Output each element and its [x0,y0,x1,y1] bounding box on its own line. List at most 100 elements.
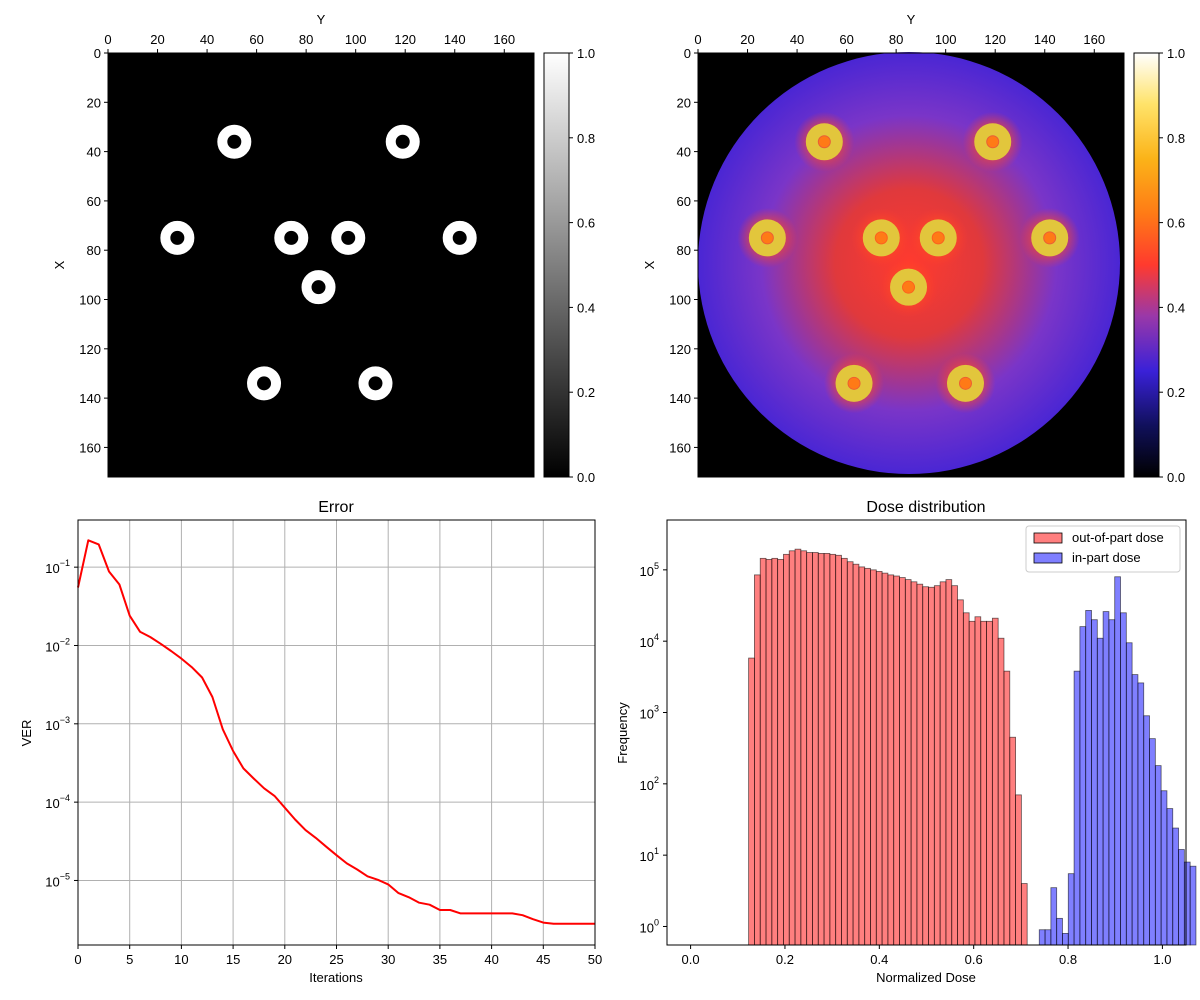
y-tick-label: 80 [87,243,101,258]
out-of-part-bar [945,579,953,946]
target-panel: 0 20 40 60 80 100 120 140 160 0 20 40 60 80 100 120 140… [52,12,595,485]
out-of-part-bar [777,559,784,946]
histogram-panel: 0.0 0.2 0.4 0.6 0.8 1.0 100 101 102 103 104 105 Do… [615,499,1197,985]
target-y-axis-label: X [52,260,67,269]
error-panel: 0 5 10 15 20 25 30 35 40 45 50 10−5 10−4 10−3 10−2 10−… [19,499,602,985]
ring-hole-9 [959,377,971,389]
in-part-bar [1091,619,1098,946]
in-part-bar [1079,626,1087,946]
out-of-part-bar [916,583,924,946]
ring-4 [274,220,309,255]
out-of-part-bar [852,563,860,946]
ring-6 [442,220,477,255]
in-part-bar [1131,674,1139,946]
out-of-part-bar [806,552,813,946]
legend-swatch-out-of-part [1033,532,1063,544]
x-tick-label: 35 [433,952,447,967]
x-tick-label: 140 [1034,32,1056,47]
in-part-bar [1085,610,1092,946]
y-tick-label: 60 [87,194,101,209]
out-of-part-bar [870,569,877,946]
out-of-part-bar [1009,736,1016,946]
ring-hole-2 [987,136,999,148]
colorbar-tick-label: 0.8 [577,131,595,146]
in-part-bar [1114,576,1121,946]
in-part-bar [1056,917,1063,946]
out-of-part-bar [986,620,993,946]
in-part-bar [1149,738,1156,946]
ring-hole-7 [903,281,915,293]
y-tick-label: 0 [684,46,691,61]
colorbar-tick-label: 0.4 [577,300,595,315]
x-tick-label: 30 [381,952,395,967]
in-part-bar [1137,682,1145,946]
legend-label-out-of-part: out-of-part dose [1072,530,1164,545]
x-tick-label: 0 [694,32,701,47]
ring-hole-1 [818,136,830,148]
x-tick-label: 0.0 [682,952,700,967]
x-tick-label: 60 [839,32,853,47]
colorbar-tick-label: 0.8 [1167,131,1185,146]
colorbar-tick-label: 0.2 [1167,385,1185,400]
out-of-part-bar [957,599,964,946]
x-tick-label: 10 [174,952,188,967]
out-of-part-bar [893,575,900,946]
in-part-bar [1125,642,1133,946]
in-part-bar [1154,765,1162,946]
out-of-part-bar [951,585,958,946]
ring-hole-6 [1044,232,1056,244]
y-tick-label: 120 [669,342,691,357]
x-tick-label: 100 [935,32,957,47]
in-part-bar [1044,929,1052,946]
y-tick-label: 100 [79,293,101,308]
ring-5 [331,220,366,255]
y-tick-label: 10−4 [45,793,70,811]
out-of-part-bar [841,557,848,946]
out-of-part-bar [788,550,796,946]
y-tick-label: 104 [640,632,659,650]
in-part-bar [1108,619,1116,946]
out-of-part-bar [812,552,819,946]
ring-2 [385,124,420,159]
y-tick-label: 100 [669,293,691,308]
x-tick-label: 40 [484,952,498,967]
histogram-y-axis-label: Frequency [615,702,630,764]
out-of-part-bar [997,637,1005,946]
x-tick-label: 20 [278,952,292,967]
out-of-part-bar [1003,670,1011,946]
ring-7 [301,270,336,305]
x-tick-label: 0.8 [1059,952,1077,967]
histogram-x-axis-label: Normalized Dose [876,970,976,985]
target-image-frame [107,52,535,478]
out-of-part-bar [928,586,935,946]
in-part-bar [1038,929,1046,946]
legend-label-in-part: in-part dose [1072,550,1141,565]
out-of-part-bar [980,620,987,946]
y-tick-label: 105 [640,561,659,579]
legend-frame [1025,525,1181,573]
dose-panel: 0 20 40 60 80 100 120 140 160 0 20 40 60 80 100 120 140… [642,12,1185,485]
ring-5 [919,219,957,257]
out-of-part-bar [881,572,889,946]
x-tick-label: 0.2 [776,952,794,967]
out-of-part-bar [962,612,970,946]
x-tick-label: 20 [150,32,164,47]
in-part-bar [1172,827,1179,946]
colorbar-tick-label: 0.4 [1167,300,1185,315]
x-tick-label: 0 [104,32,111,47]
out-of-part-bar [910,581,918,946]
x-tick-label: 100 [345,32,367,47]
ring-8 [247,366,282,401]
x-tick-label: 0.4 [870,952,888,967]
y-tick-label: 103 [640,704,659,722]
out-of-part-bar [899,577,906,946]
in-part-bar [1178,849,1185,946]
x-tick-label: 120 [984,32,1006,47]
error-series-line [77,539,595,925]
y-tick-label: 10−5 [45,871,70,889]
x-tick-label: 1.0 [1153,952,1171,967]
out-of-part-bar [968,620,976,946]
y-tick-label: 140 [669,391,691,406]
in-part-bar [1102,611,1110,946]
